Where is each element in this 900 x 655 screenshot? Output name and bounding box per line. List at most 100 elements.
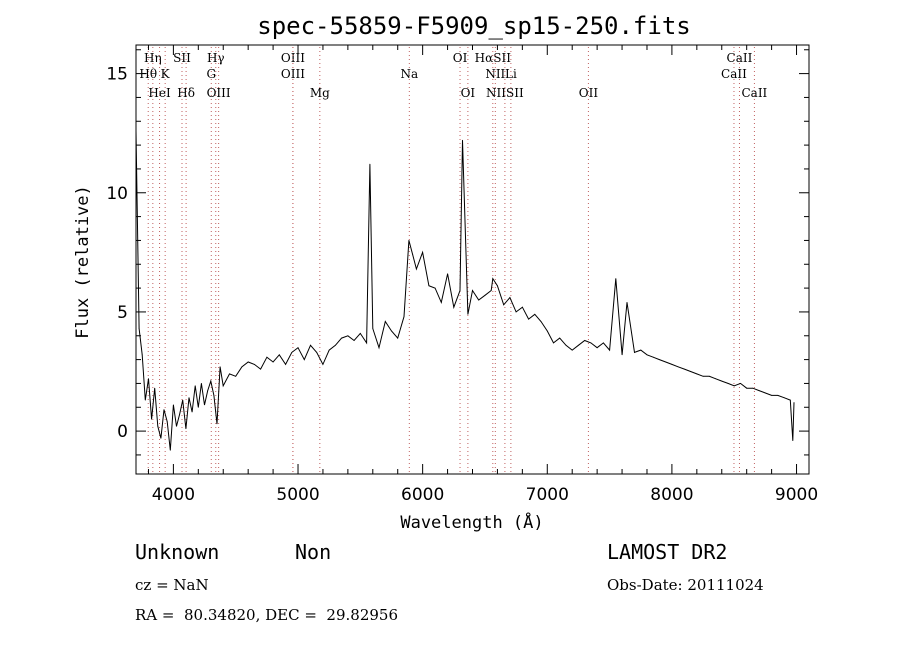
spectrum-point-110	[708, 375, 710, 377]
spectrum-point-100	[646, 354, 648, 356]
coordinates: RA = 80.34820, DEC = 29.82956	[135, 606, 398, 624]
spectrum-point-83	[540, 321, 542, 322]
spectrum-point-15	[182, 399, 184, 401]
spectrum-point-3	[144, 399, 146, 401]
spectrum-point-108	[696, 373, 698, 375]
spectrum-point-104	[671, 364, 673, 365]
line-marker-label-22: CaII	[741, 86, 767, 100]
line-marker-label-10: OIII	[281, 67, 305, 81]
spectrum-point-95	[615, 278, 617, 279]
x-tick-label-9000: 9000	[775, 485, 818, 505]
spectrum-point-72	[478, 299, 480, 301]
line-marker-label-13: Li	[505, 67, 517, 81]
spectrum-point-85	[553, 342, 554, 344]
class-label: Unknown	[135, 540, 219, 564]
spectrum-point-18	[191, 411, 193, 413]
spectrum-point-58	[403, 316, 405, 318]
spectrum-point-122	[783, 397, 785, 399]
spectrum-point-106	[684, 368, 685, 370]
spectrum-point-118	[758, 390, 760, 391]
spectrum-point-16	[185, 428, 187, 430]
spectrum-point-107	[690, 371, 691, 372]
spectrum-point-49	[353, 340, 355, 341]
y-tick-label-5: 5	[117, 303, 128, 323]
line-marker-label-18: Mg	[310, 86, 330, 100]
spectrum-point-79	[515, 311, 517, 313]
spectrum-point-24	[210, 380, 212, 382]
spectrum-point-66	[447, 273, 448, 275]
spectrum-point-120	[771, 395, 772, 396]
spectrum-point-40	[297, 347, 299, 349]
spectrum-series	[135, 130, 795, 451]
spectrum-point-5	[151, 418, 153, 420]
spectrum-point-37	[278, 354, 280, 356]
line-marker-label-6: CaII	[727, 51, 753, 65]
spectrum-point-61	[416, 268, 417, 270]
spectrum-point-77	[503, 304, 505, 306]
spectrum-point-114	[733, 385, 735, 387]
spectrum-point-92	[596, 347, 598, 349]
spectrum-point-2	[141, 354, 143, 356]
y-tick-label-15: 15	[106, 65, 128, 85]
line-marker-label-4: OI	[453, 51, 468, 65]
spectrum-point-115	[740, 383, 741, 384]
line-marker-label-1: SII	[173, 51, 191, 65]
spectrum-point-112	[721, 380, 723, 382]
spectrum-point-88	[571, 349, 573, 351]
line-marker-label-16: Hδ	[177, 86, 195, 100]
line-marker-label-19: OI	[461, 86, 476, 100]
spectrum-point-28	[222, 385, 224, 387]
spectrum-point-31	[241, 366, 243, 368]
subclass-label: Non	[295, 540, 331, 564]
x-tick-label-4000: 4000	[152, 485, 195, 505]
spectrum-point-33	[254, 364, 255, 365]
spectrum-point-8	[160, 437, 162, 439]
spectrum-point-73	[484, 294, 486, 296]
spectrum-point-99	[640, 349, 642, 351]
spectrum-point-9	[163, 409, 165, 410]
y-tick-label-10: 10	[106, 184, 128, 204]
spectrum-point-45	[328, 349, 330, 351]
spectrum-point-123	[789, 399, 791, 401]
spectrum-point-30	[235, 375, 237, 377]
spectrum-point-80	[522, 306, 523, 308]
spectrum-point-57	[397, 337, 399, 339]
spectrum-point-67	[453, 306, 455, 308]
spectrum-point-64	[434, 287, 436, 289]
spectrum-point-121	[777, 395, 779, 396]
spectrum-point-35	[266, 356, 268, 358]
axes: 4000 5000 6000 7000 8000 9000 0 5 10 15	[106, 45, 818, 505]
spectrum-point-75	[492, 278, 494, 279]
spectrum-point-82	[534, 313, 536, 315]
spectrum-point-103	[665, 361, 667, 363]
spectrum-point-26	[216, 423, 218, 425]
spectrum-point-21	[201, 383, 202, 384]
spectrum-point-91	[590, 342, 592, 344]
spectrum-point-10	[166, 421, 168, 422]
spectrum-point-12	[173, 404, 174, 406]
line-marker-label-2: Hγ	[207, 51, 225, 65]
spectrum-point-27	[219, 366, 221, 368]
x-tick-label-6000: 6000	[401, 485, 444, 505]
line-marker-label-14: CaII	[721, 67, 747, 81]
chart-title: spec-55859-F5909_sp15-250.fits	[257, 12, 690, 40]
spectrum-point-117	[752, 387, 754, 389]
spectrum-point-22	[204, 404, 205, 406]
spectrum-point-34	[260, 368, 261, 370]
line-marker-label-7: Hθ	[139, 67, 157, 81]
line-marker-label-3: OIII	[281, 51, 305, 65]
line-marker-label-17: OIII	[207, 86, 231, 100]
spectrum-point-105	[677, 366, 679, 368]
spectrum-point-76	[497, 285, 498, 287]
y-axis-label: Flux (relative)	[73, 185, 93, 339]
spectrum-point-32	[247, 361, 249, 363]
spectrum-point-50	[359, 333, 361, 334]
x-axis-label: Wavelength (Å)	[400, 511, 543, 533]
y-tick-label-0: 0	[117, 422, 128, 442]
spectrum-point-7	[157, 425, 159, 427]
spectrum-point-119	[765, 392, 766, 394]
spectrum-point-60	[412, 254, 414, 256]
spectrum-point-125	[793, 402, 795, 403]
spectrum-point-43	[316, 352, 318, 353]
spectrum-point-81	[528, 318, 529, 320]
